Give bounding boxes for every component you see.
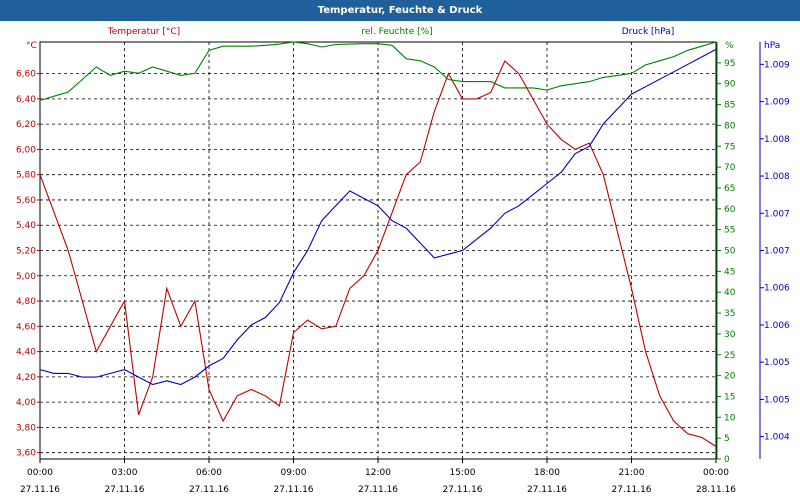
humidity-tick-label: 45 (724, 267, 735, 277)
temperature-tick-label: 6,60 (16, 70, 36, 80)
pressure-tick-label: 1.006 (764, 284, 790, 294)
temperature-tick-label: 3,60 (16, 449, 36, 459)
series-line-humidity (39, 41, 717, 101)
pressure-tick-label: 1.004 (764, 433, 790, 443)
humidity-tick-label: 75 (724, 142, 735, 152)
humidity-unit-label: % (725, 41, 734, 51)
date-tick-label: 27.11.16 (104, 485, 144, 495)
humidity-tick-label: 50 (724, 247, 736, 257)
chart-series (39, 41, 717, 447)
humidity-tick-label: 0 (724, 455, 730, 465)
temperature-unit-label: °C (26, 41, 37, 51)
pressure-legend-label: Druck [hPa] (622, 27, 675, 37)
humidity-tick-label: 90 (724, 80, 736, 90)
humidity-tick-label: 60 (724, 205, 736, 215)
date-tick-label: 27.11.16 (358, 485, 398, 495)
date-tick-label: 27.11.16 (442, 485, 482, 495)
time-tick-label: 00:00 (27, 468, 53, 478)
temperature-tick-label: 4,20 (16, 373, 36, 383)
pressure-tick-label: 1.005 (764, 395, 790, 405)
temperature-legend-label: Temperatur [°C] (107, 27, 180, 37)
time-tick-label: 09:00 (281, 468, 307, 478)
chart-canvas: 3,60 3,80 4,00 4,20 4,40 4,60 4,80 5,00 5,20 5,40… (16, 27, 790, 495)
humidity-tick-label: 5 (724, 434, 730, 444)
temperature-tick-label: 6,00 (16, 145, 36, 155)
chart-grid (40, 42, 716, 459)
humidity-tick-label: 80 (724, 121, 736, 131)
humidity-tick-label: 25 (724, 351, 735, 361)
pressure-unit-label: hPa (764, 41, 780, 51)
pressure-tick-label: 1.009 (764, 60, 790, 70)
pressure-tick-label: 1.006 (764, 321, 790, 331)
pressure-axis: 1.004 1.005 1.005 1.006 1.006 1.007 1.007 1.008… (759, 42, 790, 459)
time-tick-label: 06:00 (196, 468, 222, 478)
pressure-tick-label: 1.005 (764, 358, 790, 368)
humidity-axis: 0 5 10 15 20 25 30 35 40 45 50 55 60 65 70 75 80 85 90 95 (716, 42, 736, 465)
pressure-tick-label: 1.008 (764, 172, 790, 182)
time-tick-label: 18:00 (534, 468, 560, 478)
temperature-tick-label: 6,20 (16, 120, 36, 130)
temperature-tick-label: 3,80 (16, 423, 36, 433)
chart-title: Temperatur, Feuchte & Druck (317, 5, 483, 16)
humidity-legend-label: rel. Feuchte [%] (361, 27, 432, 37)
humidity-tick-label: 35 (724, 309, 735, 319)
humidity-tick-label: 10 (724, 413, 736, 423)
pressure-tick-label: 1.007 (764, 209, 790, 219)
time-tick-label: 15:00 (450, 468, 476, 478)
date-tick-label: 27.11.16 (189, 485, 229, 495)
temperature-tick-label: 4,00 (16, 398, 36, 408)
time-axis: 00:00 27.11.16 03:00 27.11.16 06:00 27.11.16 0… (20, 459, 736, 495)
humidity-tick-label: 95 (724, 59, 735, 69)
humidity-tick-label: 30 (724, 330, 736, 340)
temperature-tick-label: 6,40 (16, 95, 36, 105)
time-tick-label: 12:00 (365, 468, 391, 478)
humidity-tick-label: 70 (724, 163, 736, 173)
temperature-axis: 3,60 3,80 4,00 4,20 4,40 4,60 4,80 5,00 5,20 5,40… (16, 70, 40, 459)
axis-headers: °C Temperatur [°C] rel. Feuchte [%] Druc… (26, 27, 780, 51)
time-tick-label: 21:00 (619, 468, 645, 478)
temperature-tick-label: 5,20 (16, 247, 36, 257)
date-tick-label: 27.11.16 (527, 485, 567, 495)
humidity-tick-label: 20 (724, 372, 736, 382)
temperature-tick-label: 4,80 (16, 297, 36, 307)
time-tick-label: 00:00 (703, 468, 729, 478)
temperature-tick-label: 5,00 (16, 272, 36, 282)
pressure-tick-label: 1.009 (764, 98, 790, 108)
temperature-tick-label: 4,60 (16, 322, 36, 332)
temperature-tick-label: 5,60 (16, 196, 36, 206)
temperature-tick-label: 5,80 (16, 171, 36, 181)
time-tick-label: 03:00 (112, 468, 138, 478)
humidity-tick-label: 55 (724, 226, 735, 236)
humidity-tick-label: 65 (724, 184, 735, 194)
pressure-tick-label: 1.008 (764, 135, 790, 145)
humidity-tick-label: 40 (724, 288, 736, 298)
chart-title-bar: Temperatur, Feuchte & Druck (0, 0, 800, 21)
date-tick-label: 27.11.16 (611, 485, 651, 495)
date-tick-label: 27.11.16 (20, 485, 60, 495)
series-line-pressure (39, 48, 717, 386)
temperature-tick-label: 4,40 (16, 348, 36, 358)
pressure-tick-label: 1.007 (764, 247, 790, 257)
humidity-tick-label: 85 (724, 101, 735, 111)
temperature-tick-label: 5,40 (16, 221, 36, 231)
date-tick-label: 27.11.16 (273, 485, 313, 495)
series-line-temperature (39, 60, 717, 447)
date-tick-label: 28.11.16 (696, 485, 736, 495)
humidity-tick-label: 15 (724, 392, 735, 402)
